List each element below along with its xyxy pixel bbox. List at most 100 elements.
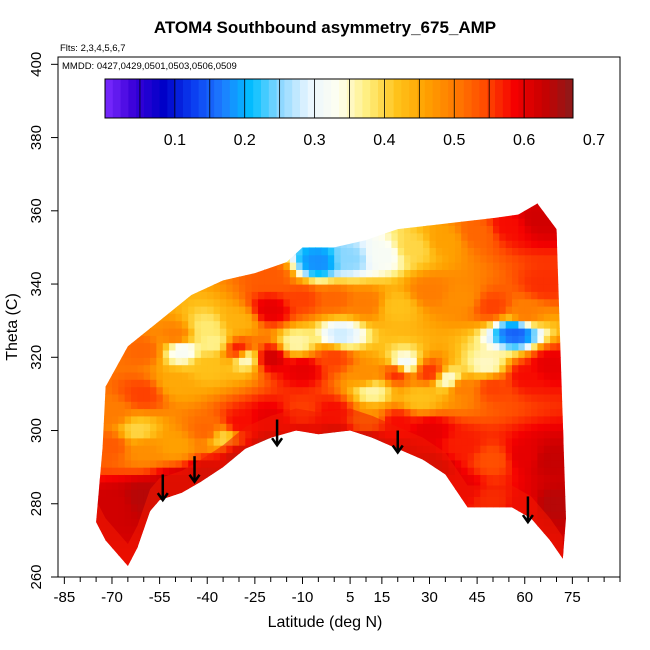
heatmap-cell [473, 511, 481, 519]
heatmap-cell [467, 210, 475, 219]
heatmap-cell [467, 371, 475, 380]
heatmap-cell [473, 306, 481, 314]
heatmap-cell [239, 393, 246, 402]
heatmap-cell [181, 371, 189, 380]
heatmap-cell [454, 467, 462, 475]
heatmap-cell [556, 320, 564, 329]
heatmap-cell [372, 328, 380, 336]
heatmap-cell [188, 203, 196, 212]
heatmap-cell [251, 511, 259, 519]
heatmap-cell [239, 474, 246, 483]
heatmap-cell [169, 540, 177, 549]
heatmap-cell [385, 467, 392, 475]
heatmap-cell [429, 408, 437, 417]
heatmap-cell [556, 203, 564, 212]
heatmap-cell [277, 511, 285, 519]
heatmap-cell [537, 276, 545, 285]
heatmap-cell [537, 218, 545, 226]
heatmap-cell [461, 364, 469, 373]
heatmap-cell [175, 306, 183, 314]
heatmap-cell [175, 437, 183, 446]
heatmap-cell [505, 423, 513, 432]
heatmap-cell [518, 481, 526, 490]
colorbar-swatch [471, 79, 480, 118]
heatmap-cell [156, 225, 164, 234]
y-tick-label: 320 [28, 345, 45, 370]
heatmap-cell [169, 496, 177, 505]
heatmap-cell [80, 504, 87, 512]
heatmap-cell [327, 284, 335, 292]
heatmap-cell [302, 459, 310, 468]
heatmap-cell [321, 533, 329, 541]
heatmap-cell [378, 240, 386, 248]
heatmap-cell [162, 540, 170, 549]
heatmap-cell [524, 342, 532, 351]
heatmap-cell [366, 511, 373, 519]
heatmap-cell [473, 328, 481, 336]
heatmap-cell [543, 364, 551, 373]
heatmap-cell [486, 203, 494, 212]
heatmap-cell [416, 511, 424, 519]
heatmap-cell [454, 298, 462, 307]
heatmap-cell [188, 408, 196, 417]
heatmap-cell [118, 452, 126, 461]
heatmap-cell [283, 247, 291, 256]
colorbar-swatch [105, 79, 114, 118]
heatmap-cell [137, 350, 145, 358]
heatmap-cell [378, 298, 386, 307]
heatmap-cell [245, 386, 253, 395]
heatmap-cell [105, 496, 113, 505]
heatmap-cell [505, 269, 513, 278]
heatmap-cell [505, 232, 513, 241]
heatmap-cell [188, 247, 196, 256]
heatmap-cell [200, 218, 208, 226]
heatmap-cell [327, 298, 335, 307]
heatmap-cell [219, 518, 227, 527]
heatmap-cell [283, 291, 291, 300]
heatmap-cell [169, 445, 177, 454]
heatmap-cell [467, 525, 475, 534]
heatmap-cell [264, 393, 272, 402]
heatmap-cell [410, 511, 418, 519]
heatmap-cell [385, 371, 392, 380]
heatmap-cell [251, 379, 259, 388]
heatmap-cell [124, 364, 132, 373]
heatmap-cell [404, 262, 412, 270]
colorbar-swatch [432, 79, 441, 118]
heatmap-cell [321, 489, 329, 497]
heatmap-cell [219, 540, 227, 549]
heatmap-cell [150, 364, 158, 373]
heatmap-cell [334, 379, 342, 388]
heatmap-cell [505, 452, 513, 461]
heatmap-cell [245, 203, 253, 205]
heatmap-cell [296, 284, 304, 292]
heatmap-cell [239, 555, 246, 563]
heatmap-cell [391, 503, 399, 512]
heatmap-cell [512, 445, 519, 454]
heatmap-cell [435, 342, 443, 351]
heatmap-cell [137, 474, 145, 483]
heatmap-cell [562, 459, 566, 468]
heatmap-cell [258, 203, 265, 212]
heatmap-cell [486, 357, 494, 366]
heatmap-cell [188, 357, 196, 366]
heatmap-cell [207, 357, 215, 366]
heatmap-cell [200, 328, 208, 336]
heatmap-cell [404, 481, 412, 490]
heatmap-cell [537, 393, 545, 402]
heatmap-cell [302, 218, 310, 226]
heatmap-cell [391, 203, 399, 212]
heatmap-cell [416, 459, 424, 468]
heatmap-cell [112, 511, 119, 519]
heatmap-cell [448, 547, 456, 556]
heatmap-cell [486, 232, 494, 241]
heatmap-cell [435, 371, 443, 380]
heatmap-cell [296, 393, 304, 402]
heatmap-cell [467, 306, 475, 314]
heatmap-cell [264, 306, 272, 314]
heatmap-cell [404, 210, 412, 219]
heatmap-cell [289, 496, 297, 505]
heatmap-cell [372, 210, 380, 219]
heatmap-cell [118, 525, 126, 534]
heatmap-cell [302, 467, 310, 475]
